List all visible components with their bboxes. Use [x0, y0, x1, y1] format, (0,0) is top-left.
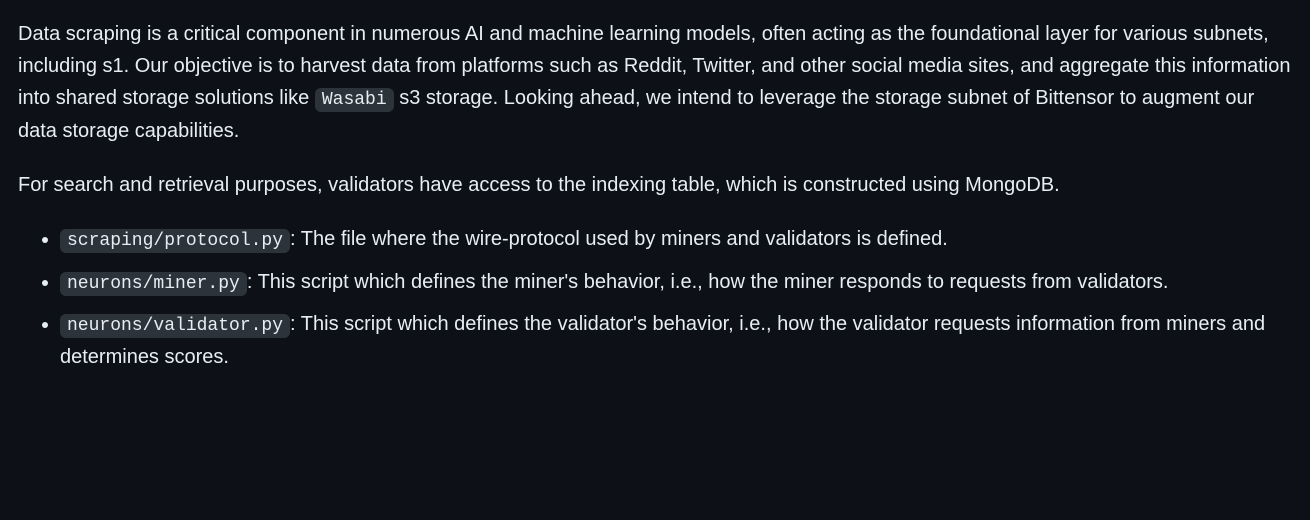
- file-description: : This script which defines the miner's …: [247, 271, 1169, 293]
- file-list: scraping/protocol.py: The file where the…: [18, 223, 1292, 373]
- list-item: scraping/protocol.py: The file where the…: [60, 223, 1292, 256]
- file-path-code: scraping/protocol.py: [60, 229, 290, 253]
- file-path-code: neurons/validator.py: [60, 314, 290, 338]
- file-path-code: neurons/miner.py: [60, 272, 247, 296]
- inline-code-wasabi: Wasabi: [315, 88, 394, 112]
- list-item: neurons/validator.py: This script which …: [60, 308, 1292, 373]
- intro-paragraph-1: Data scraping is a critical component in…: [18, 18, 1292, 147]
- list-item: neurons/miner.py: This script which defi…: [60, 266, 1292, 299]
- file-description: : The file where the wire-protocol used …: [290, 228, 948, 250]
- intro-paragraph-2: For search and retrieval purposes, valid…: [18, 169, 1292, 201]
